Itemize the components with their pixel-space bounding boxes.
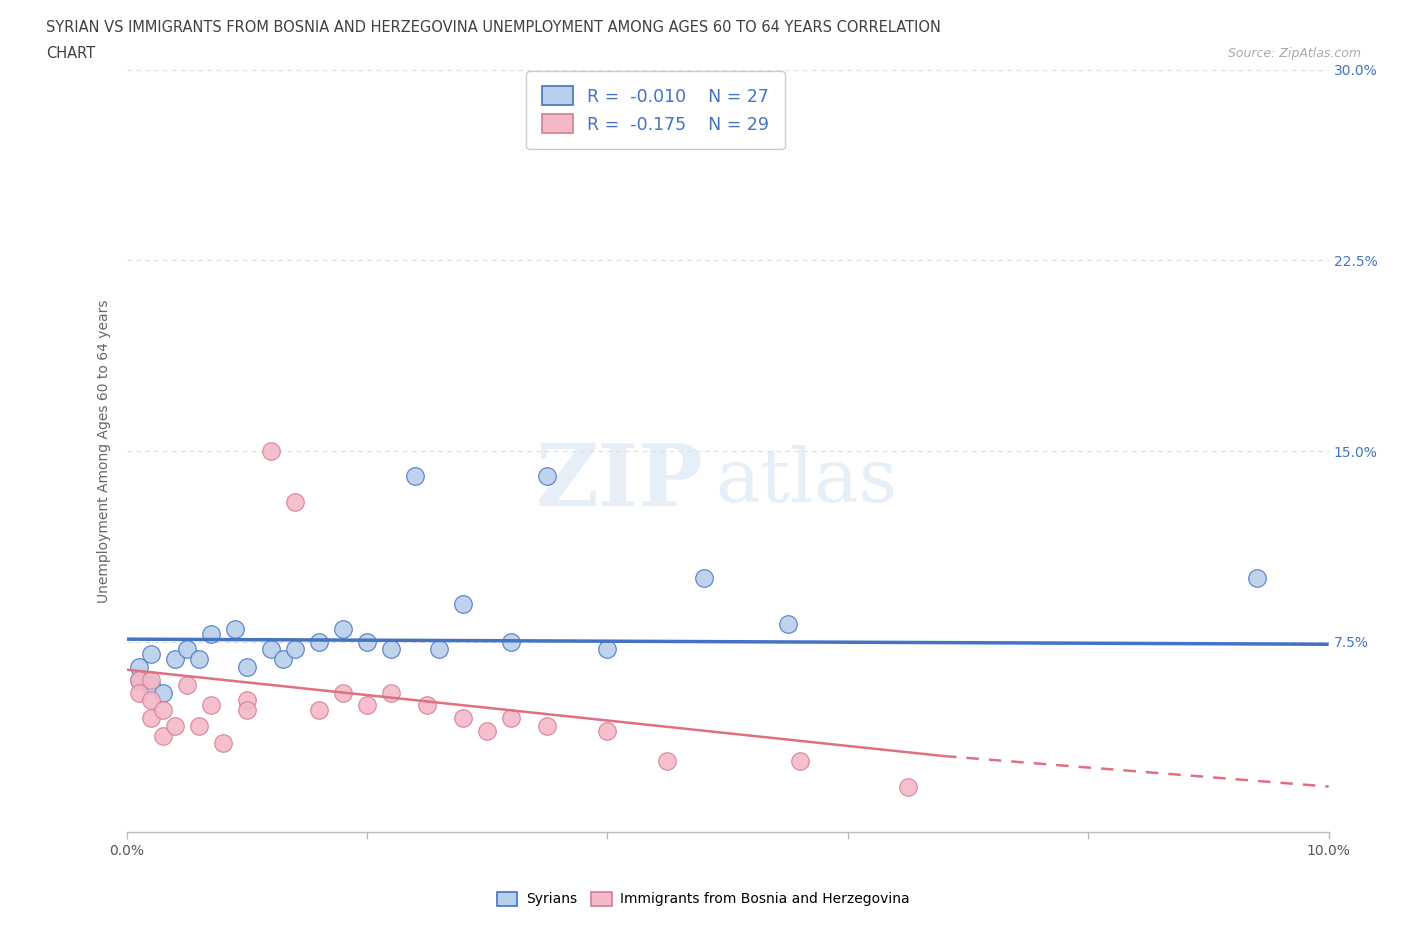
- Point: [897, 779, 920, 794]
- Text: atlas: atlas: [716, 445, 897, 518]
- Point: [789, 753, 811, 768]
- Point: [139, 711, 162, 725]
- Point: [260, 642, 283, 657]
- Point: [501, 711, 523, 725]
- Text: ZIP: ZIP: [536, 440, 703, 524]
- Point: [451, 711, 474, 725]
- Text: Source: ZipAtlas.com: Source: ZipAtlas.com: [1227, 46, 1361, 60]
- Point: [176, 677, 198, 692]
- Point: [139, 693, 162, 708]
- Y-axis label: Unemployment Among Ages 60 to 64 years: Unemployment Among Ages 60 to 64 years: [97, 299, 111, 603]
- Text: CHART: CHART: [46, 46, 96, 61]
- Point: [139, 647, 162, 662]
- Point: [187, 718, 209, 733]
- Point: [235, 693, 259, 708]
- Point: [1246, 571, 1268, 586]
- Point: [128, 672, 150, 687]
- Point: [308, 703, 330, 718]
- Point: [380, 642, 402, 657]
- Point: [163, 652, 186, 667]
- Point: [128, 659, 150, 674]
- Point: [152, 703, 174, 718]
- Point: [427, 642, 450, 657]
- Point: [308, 634, 330, 649]
- Point: [380, 685, 402, 700]
- Point: [139, 677, 162, 692]
- Point: [200, 698, 222, 712]
- Legend: Syrians, Immigrants from Bosnia and Herzegovina: Syrians, Immigrants from Bosnia and Herz…: [491, 886, 915, 912]
- Point: [224, 621, 246, 636]
- Point: [501, 634, 523, 649]
- Point: [475, 724, 498, 738]
- Point: [356, 698, 378, 712]
- Point: [536, 469, 558, 484]
- Point: [152, 728, 174, 743]
- Point: [152, 685, 174, 700]
- Point: [235, 703, 259, 718]
- Point: [356, 634, 378, 649]
- Point: [284, 495, 307, 510]
- Point: [692, 571, 714, 586]
- Point: [139, 672, 162, 687]
- Point: [776, 617, 799, 631]
- Point: [332, 621, 354, 636]
- Point: [404, 469, 426, 484]
- Point: [271, 652, 294, 667]
- Point: [596, 724, 619, 738]
- Point: [235, 659, 259, 674]
- Point: [260, 444, 283, 458]
- Point: [176, 642, 198, 657]
- Point: [200, 627, 222, 642]
- Point: [332, 685, 354, 700]
- Point: [657, 753, 679, 768]
- Point: [128, 672, 150, 687]
- Point: [596, 642, 619, 657]
- Point: [187, 652, 209, 667]
- Legend: R =  -0.010    N = 27, R =  -0.175    N = 29: R = -0.010 N = 27, R = -0.175 N = 29: [526, 71, 785, 150]
- Point: [211, 736, 233, 751]
- Point: [163, 718, 186, 733]
- Text: SYRIAN VS IMMIGRANTS FROM BOSNIA AND HERZEGOVINA UNEMPLOYMENT AMONG AGES 60 TO 6: SYRIAN VS IMMIGRANTS FROM BOSNIA AND HER…: [46, 20, 941, 35]
- Point: [284, 642, 307, 657]
- Point: [128, 685, 150, 700]
- Point: [536, 718, 558, 733]
- Point: [416, 698, 439, 712]
- Point: [451, 596, 474, 611]
